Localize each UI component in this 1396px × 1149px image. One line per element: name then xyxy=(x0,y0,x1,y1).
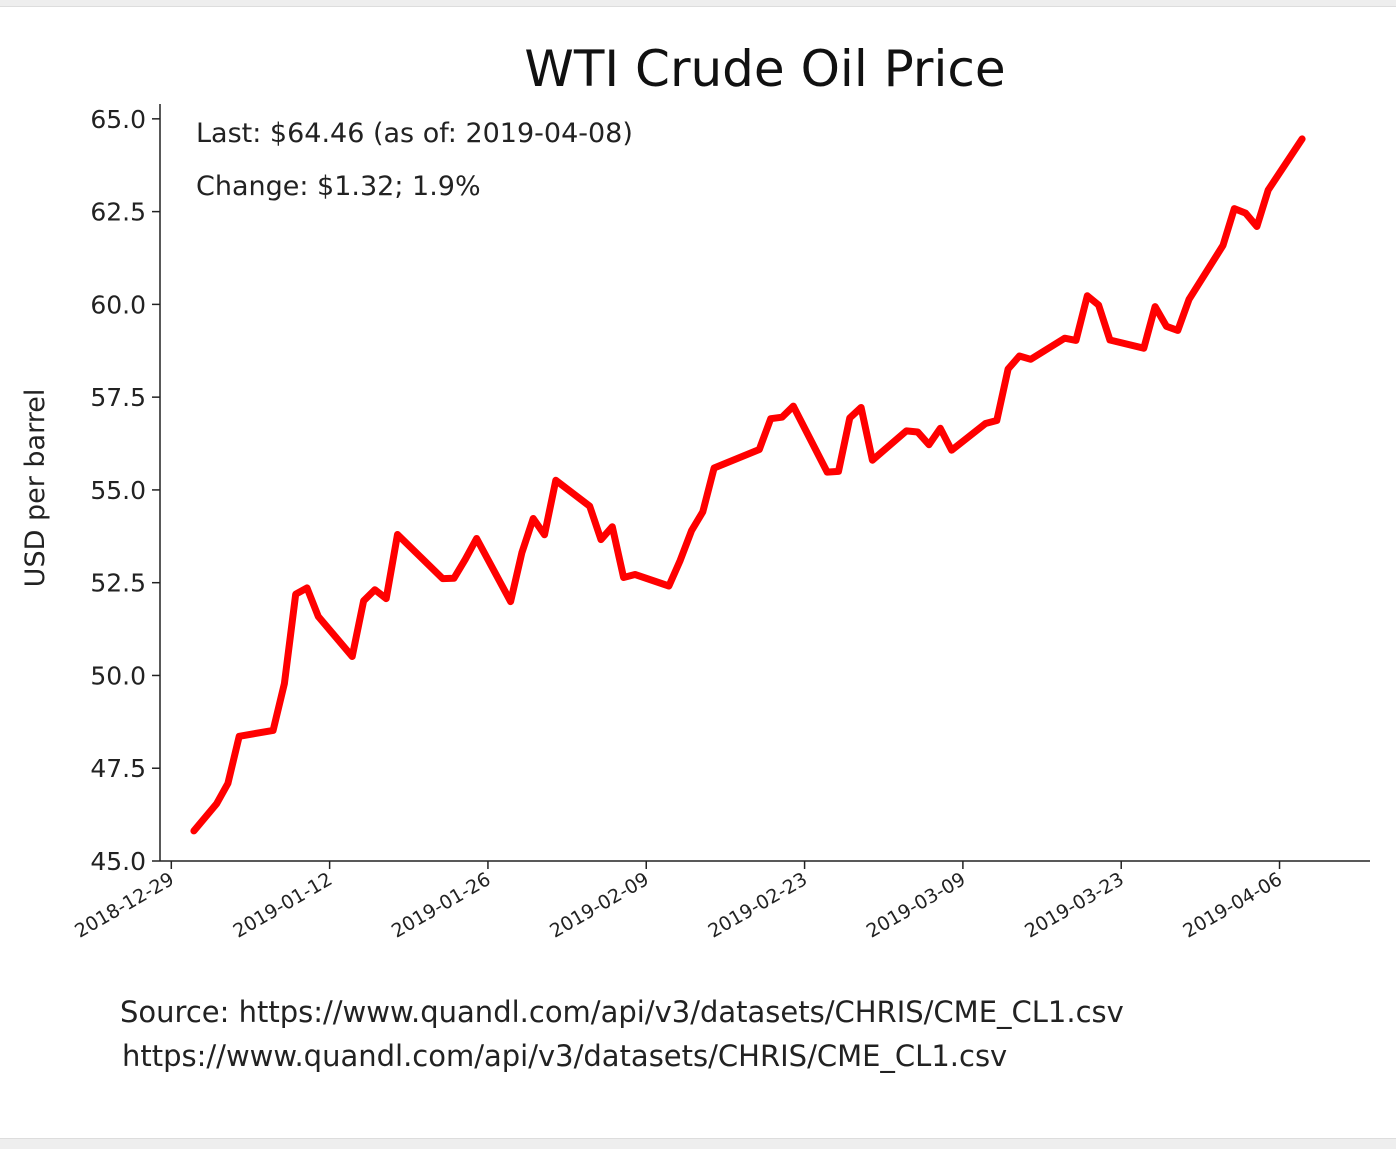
x-tick-label: 2018-12-29 xyxy=(71,868,178,942)
axes xyxy=(159,104,1370,862)
x-tick-label: 2019-01-26 xyxy=(388,868,495,942)
y-tick-label: 52.5 xyxy=(90,569,146,598)
frame-bottom-border xyxy=(0,1138,1396,1149)
y-tick-label: 47.5 xyxy=(90,754,146,783)
x-tick-label: 2019-03-09 xyxy=(863,868,970,942)
change-annotation: Change: $1.32; 1.9% xyxy=(196,171,481,202)
y-axis-label: USD per barrel xyxy=(20,389,51,588)
source-line-2: https://www.quandl.com/api/v3/datasets/C… xyxy=(122,1039,1008,1073)
source-caption: Source: https://www.quandl.com/api/v3/da… xyxy=(120,990,1124,1078)
y-tick-label: 60.0 xyxy=(90,290,146,319)
price-series-line xyxy=(190,135,1306,835)
x-tick-label: 2019-02-09 xyxy=(546,868,653,942)
source-line-1: Source: https://www.quandl.com/api/v3/da… xyxy=(120,995,1124,1029)
x-tick-label: 2019-01-12 xyxy=(229,868,336,942)
y-tick-label: 65.0 xyxy=(90,105,146,134)
series-layer xyxy=(190,135,1306,835)
x-axis-ticks: 2018-12-29 2019-01-12 2019-01-26 2019-02-09… xyxy=(71,861,1286,943)
y-tick-label: 57.5 xyxy=(90,383,146,412)
y-tick-label: 45.0 xyxy=(90,847,146,876)
x-tick-label: 2019-03-23 xyxy=(1021,868,1128,942)
y-axis-ticks: 45.0 47.5 50.0 52.5 55.0 57.5 60.0 62.5 65.0 xyxy=(90,105,160,876)
frame-top-border xyxy=(0,0,1396,7)
last-price-annotation: Last: $64.46 (as of: 2019-04-08) xyxy=(196,118,633,149)
y-tick-label: 55.0 xyxy=(90,476,146,505)
y-tick-label: 62.5 xyxy=(90,198,146,227)
y-tick-label: 50.0 xyxy=(90,661,146,690)
x-tick-label: 2019-02-23 xyxy=(704,868,811,942)
x-tick-label: 2019-04-06 xyxy=(1179,868,1286,942)
chart-title: WTI Crude Oil Price xyxy=(524,40,1005,98)
